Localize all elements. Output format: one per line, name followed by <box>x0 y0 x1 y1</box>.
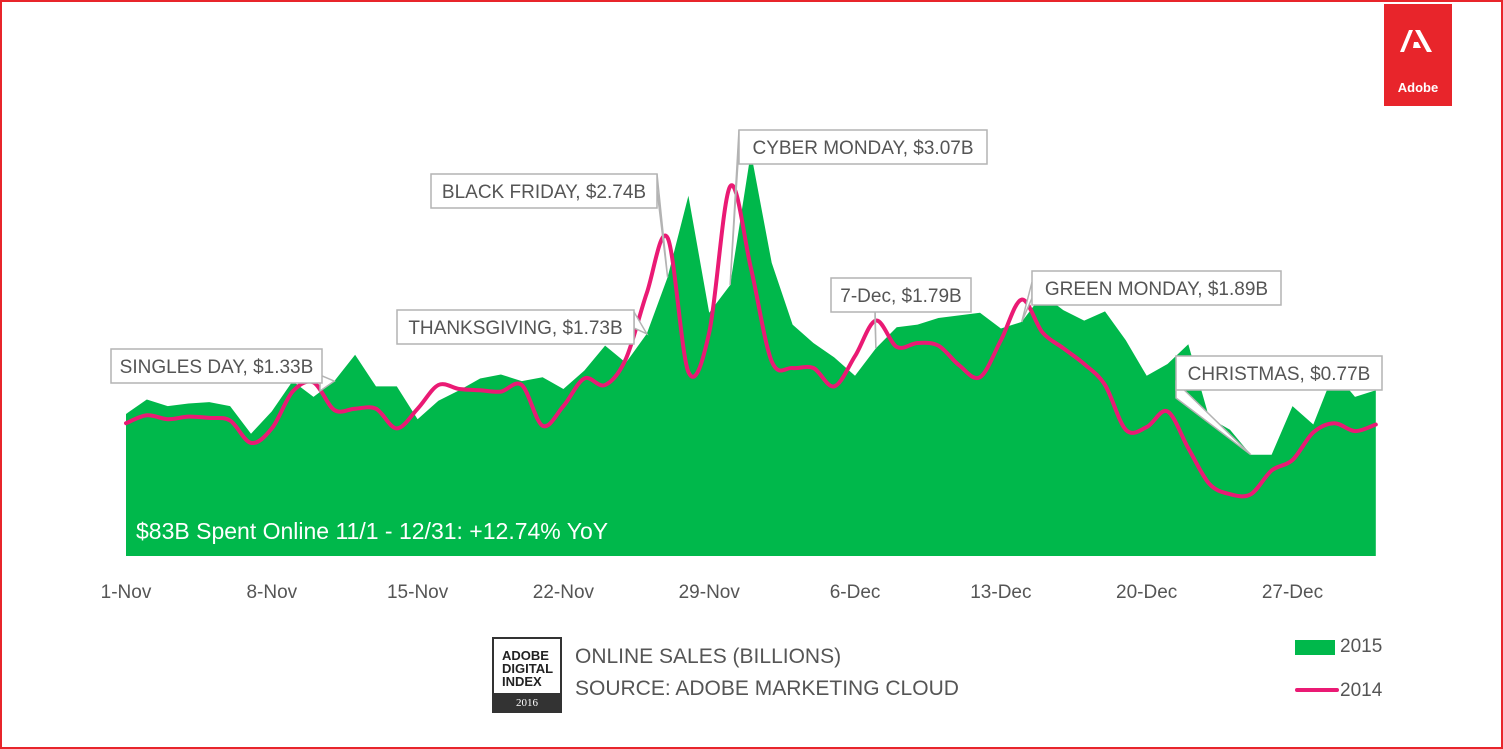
callout-thanksgiving: THANKSGIVING, $1.73B <box>396 309 649 345</box>
chart-headline: $83B Spent Online 11/1 - 12/31: +12.74% … <box>136 518 609 544</box>
x-tick-label: 22-Nov <box>533 582 595 603</box>
badge-year: 2016 <box>492 693 562 713</box>
adobe-logo: Adobe <box>1384 4 1452 106</box>
series-2015-area <box>126 152 1376 557</box>
adobe-logo-text: Adobe <box>1397 80 1439 95</box>
source-note: ONLINE SALES (BILLIONS) SOURCE: ADOBE MA… <box>575 641 959 705</box>
legend-swatch-2015 <box>1295 640 1335 655</box>
legend-swatch-2014 <box>1295 688 1339 692</box>
x-tick-label: 15-Nov <box>387 582 449 603</box>
callout-label: 7-Dec, $1.79B <box>840 286 961 307</box>
callout-label: SINGLES DAY, $1.33B <box>120 357 314 378</box>
callout-label: GREEN MONDAY, $1.89B <box>1045 279 1268 300</box>
x-tick-label: 8-Nov <box>246 582 297 603</box>
legend-label-2014: 2014 <box>1340 680 1383 701</box>
callout-green-monday: GREEN MONDAY, $1.89B <box>1020 270 1282 323</box>
callout-christmas: CHRISTMAS, $0.77B <box>1175 355 1383 456</box>
callout-label: THANKSGIVING, $1.73B <box>408 318 622 339</box>
callout-black-friday: BLACK FRIDAY, $2.74B <box>430 173 669 278</box>
badge-line-3: INDEX <box>502 674 542 689</box>
x-tick-label: 20-Dec <box>1116 582 1177 603</box>
callout-singles-day: SINGLES DAY, $1.33B <box>110 348 336 393</box>
x-tick-label: 27-Dec <box>1262 582 1323 603</box>
legend-label-2015: 2015 <box>1340 636 1383 657</box>
callout-label: BLACK FRIDAY, $2.74B <box>442 182 646 203</box>
source-units: ONLINE SALES (BILLIONS) <box>575 645 842 668</box>
adobe-a-icon <box>1400 30 1432 52</box>
x-tick-label: 6-Dec <box>830 582 881 603</box>
x-tick-label: 29-Nov <box>679 582 741 603</box>
callout-7-dec: 7-Dec, $1.79B <box>830 277 972 349</box>
x-tick-label: 13-Dec <box>970 582 1031 603</box>
badge-line-1: ADOBE <box>502 648 549 663</box>
badge-line-2: DIGITAL <box>502 661 554 676</box>
callout-label: CYBER MONDAY, $3.07B <box>752 138 973 159</box>
series-2014-line <box>124 183 1378 499</box>
adobe-digital-index-badge: ADOBE DIGITAL INDEX 2016 <box>492 637 568 713</box>
source-credit: SOURCE: ADOBE MARKETING CLOUD <box>575 677 959 700</box>
callout-label: CHRISTMAS, $0.77B <box>1188 364 1371 385</box>
x-tick-label: 1-Nov <box>101 582 152 603</box>
callout-cyber-monday: CYBER MONDAY, $3.07B <box>729 129 988 286</box>
